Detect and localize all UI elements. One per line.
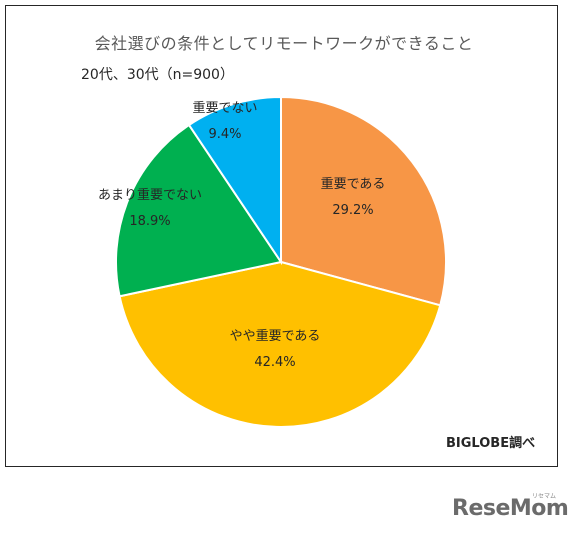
pie-slice <box>280 95 447 307</box>
slice-label: やや重要である <box>230 328 321 344</box>
chart-subtitle: 20代、30代（n=900） <box>81 67 234 83</box>
resemom-logo: ReseMom <box>452 496 568 521</box>
slice-label: 重要でない <box>192 100 257 116</box>
pie-slice <box>118 260 442 428</box>
chart-title: 会社選びの条件としてリモートワークができること <box>94 34 474 53</box>
slice-value-label: 18.9% <box>129 214 170 229</box>
source-credit: BIGLOBE調べ <box>446 436 536 451</box>
slice-value-label: 42.4% <box>254 355 295 370</box>
slice-value-label: 29.2% <box>332 203 373 218</box>
pie-slice <box>187 95 282 266</box>
slice-label: 重要である <box>321 176 386 192</box>
resemom-logo-kana: リセマム <box>532 493 557 500</box>
slice-value-label: 9.4% <box>208 127 241 142</box>
pie-slice <box>115 123 283 298</box>
slice-label: あまり重要でない <box>98 187 202 203</box>
